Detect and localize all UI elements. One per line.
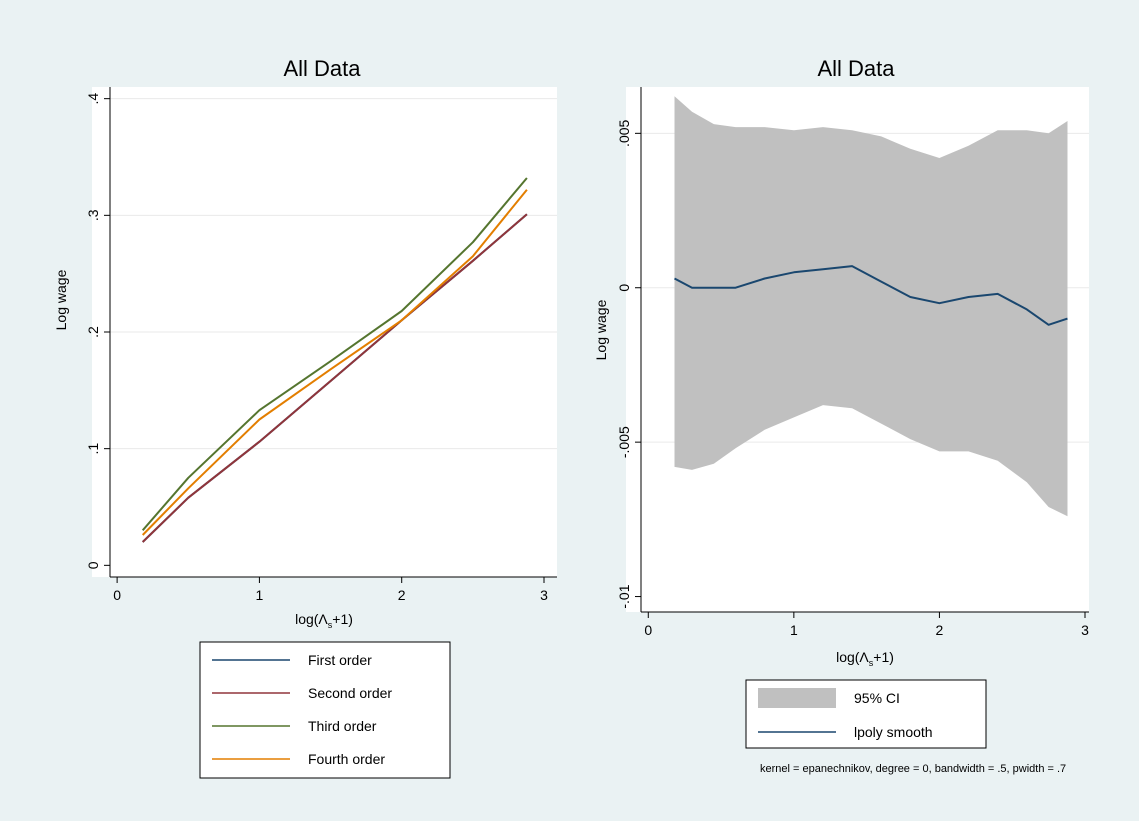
y-tick-label: 0 <box>616 284 632 292</box>
x-tick-label: 1 <box>790 622 798 638</box>
right-chart-x-label-sub: s <box>869 658 874 668</box>
left-chart-y-ticks: 0 .1 .2 .3 .4 <box>85 93 110 569</box>
legend-label: First order <box>308 652 372 668</box>
y-tick-label: -.005 <box>616 426 632 458</box>
left-chart-marks <box>141 177 528 543</box>
right-chart-y-ticks: -.01 -.005 0 .005 <box>616 119 641 609</box>
left-chart-x-label-tail: +1) <box>332 611 353 627</box>
x-tick-label: 0 <box>644 622 652 638</box>
y-tick-label: .4 <box>85 93 101 105</box>
y-tick-label: -.01 <box>616 584 632 608</box>
right-chart-x-label: log(Λs+1) <box>836 649 894 668</box>
right-chart-title: All Data <box>817 56 895 81</box>
right-chart-note: kernel = epanechnikov, degree = 0, bandw… <box>760 763 1066 775</box>
y-tick-label: .2 <box>85 326 101 338</box>
legend-label: Third order <box>308 718 377 734</box>
legend-label: 95% CI <box>854 690 900 706</box>
left-chart: All Data 0 .1 .2 .3 .4 0 1 2 3 Log wage log(Λs+… <box>53 56 557 779</box>
right-chart-x-ticks: 0 1 2 3 <box>644 612 1089 638</box>
y-tick-label: .1 <box>85 443 101 455</box>
left-chart-y-label: Log wage <box>53 269 69 330</box>
left-chart-x-label-sub: s <box>328 620 333 630</box>
legend-label: Second order <box>308 685 392 701</box>
legend-label: Fourth order <box>308 751 385 767</box>
x-tick-label: 2 <box>936 622 944 638</box>
x-tick-label: 3 <box>1081 622 1089 638</box>
left-chart-legend: First order Second order Third order Fourth… <box>199 641 451 779</box>
left-chart-title: All Data <box>283 56 361 81</box>
x-tick-label: 2 <box>398 587 406 603</box>
x-tick-label: 0 <box>113 587 121 603</box>
series-line-2 <box>674 265 1068 326</box>
x-tick-label: 1 <box>256 587 264 603</box>
right-chart-legend: 95% CI lpoly smooth <box>745 679 987 749</box>
series-line-3 <box>141 177 528 531</box>
left-legend-box <box>199 641 451 779</box>
ci-band <box>674 96 1068 517</box>
legend-label: lpoly smooth <box>854 724 933 740</box>
series-line-2 <box>142 213 528 543</box>
x-tick-label: 3 <box>540 587 548 603</box>
y-tick-label: .3 <box>85 209 101 221</box>
left-chart-gridlines <box>110 98 557 450</box>
y-tick-label: .005 <box>616 119 632 146</box>
right-chart-marks <box>674 96 1068 517</box>
left-chart-x-label-main: log(Λ <box>295 611 328 627</box>
right-chart-x-label-main: log(Λ <box>836 649 869 665</box>
legend-swatch-ci <box>758 688 836 708</box>
left-chart-x-ticks: 0 1 2 3 <box>113 577 548 603</box>
right-chart: All Data -.01 -.005 0 .005 0 1 2 3 Log wage lo… <box>593 56 1089 775</box>
right-chart-y-label: Log wage <box>593 299 609 360</box>
right-chart-x-label-tail: +1) <box>873 649 894 665</box>
series-line-4 <box>141 189 528 536</box>
y-tick-label: 0 <box>85 561 101 569</box>
left-chart-x-label: log(Λs+1) <box>295 611 353 630</box>
